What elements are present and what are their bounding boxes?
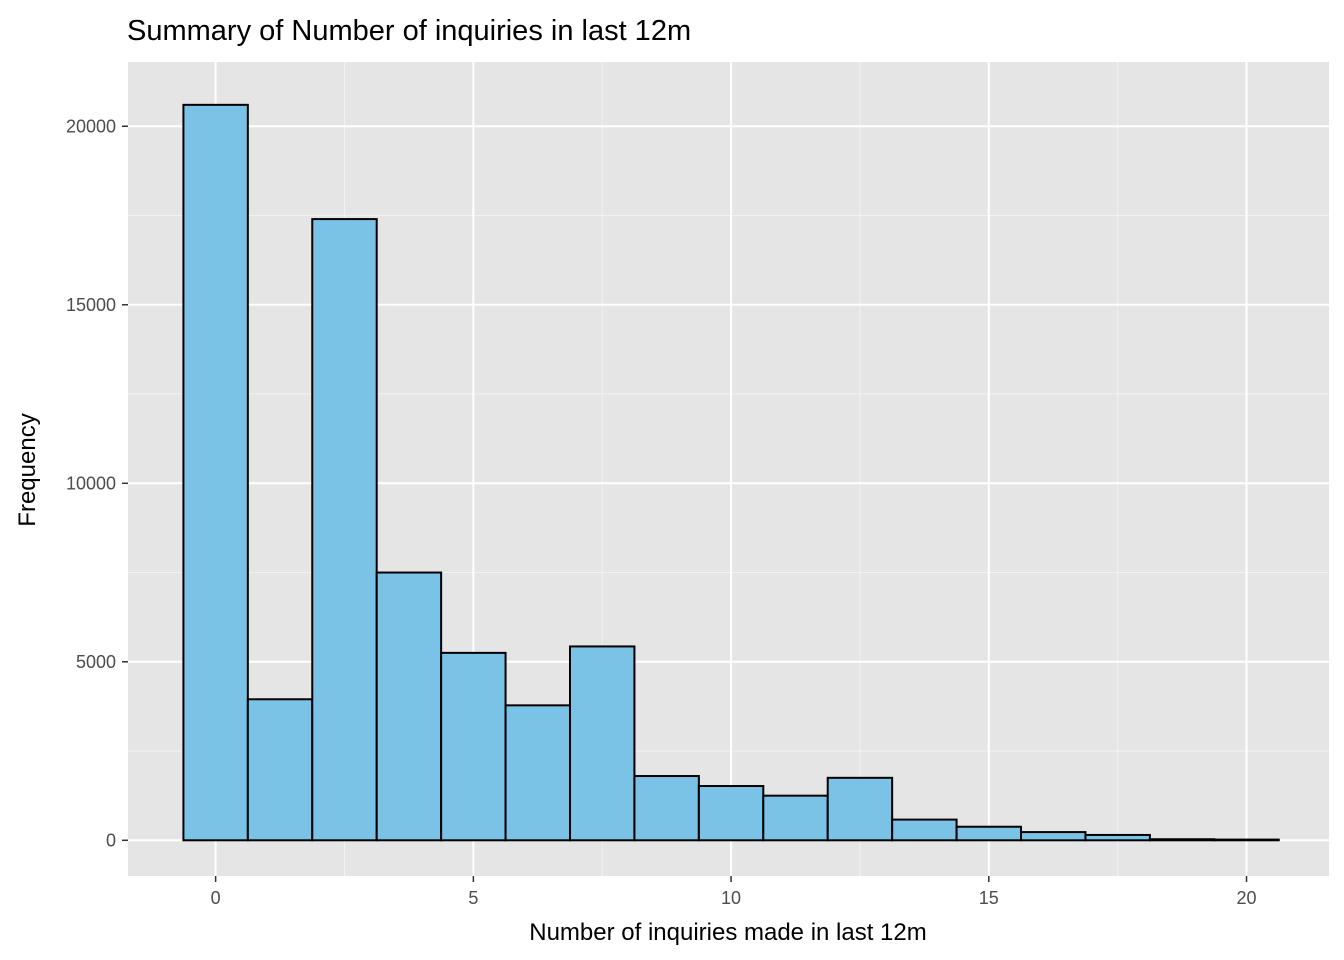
x-tick-label: 15 bbox=[979, 888, 999, 908]
histogram-bar bbox=[1084, 833, 1151, 842]
y-axis: 0 5000 10000 15000 20000 bbox=[66, 116, 128, 850]
x-tick-label: 20 bbox=[1237, 888, 1257, 908]
histogram-bar bbox=[762, 794, 829, 842]
histogram-bar bbox=[375, 571, 443, 842]
y-tick-label: 0 bbox=[106, 830, 116, 850]
x-axis: 0 5 10 15 20 bbox=[211, 876, 1257, 908]
x-tick-label: 5 bbox=[468, 888, 478, 908]
minor-gridlines bbox=[128, 62, 1329, 876]
histogram-bar bbox=[311, 218, 378, 842]
y-axis-title: Frequency bbox=[14, 413, 41, 526]
chart-title: Summary of Number of inquiries in last 1… bbox=[127, 15, 691, 47]
y-tick-label: 10000 bbox=[66, 473, 116, 493]
histogram-bar bbox=[568, 645, 636, 842]
histogram-bar bbox=[697, 785, 765, 842]
histogram-bar bbox=[504, 704, 571, 842]
histogram-bar bbox=[1213, 838, 1280, 842]
histogram-bar bbox=[891, 818, 958, 842]
histogram-bar bbox=[826, 776, 894, 842]
histogram-bar bbox=[182, 103, 249, 842]
histogram-bar bbox=[440, 651, 507, 842]
histogram-bar bbox=[246, 698, 314, 842]
y-tick-label: 5000 bbox=[76, 652, 116, 672]
histogram-bar bbox=[955, 825, 1023, 842]
histogram-bars bbox=[182, 103, 1280, 842]
x-tick-label: 10 bbox=[721, 888, 741, 908]
y-tick-label: 20000 bbox=[66, 116, 116, 136]
y-tick-label: 15000 bbox=[66, 295, 116, 315]
histogram-bar bbox=[633, 775, 700, 842]
histogram-bar bbox=[1148, 838, 1216, 842]
x-tick-label: 0 bbox=[211, 888, 221, 908]
x-axis-title: Number of inquiries made in last 12m bbox=[529, 919, 927, 946]
histogram-bar bbox=[1020, 831, 1087, 842]
